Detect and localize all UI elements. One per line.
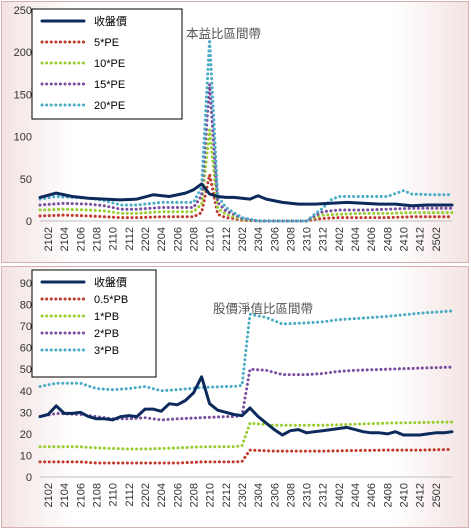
chart-1-x-tick-label: 2110 [108, 483, 120, 507]
chart-0-x-tick-label: 2106 [75, 227, 87, 251]
chart-1-legend-label: 1*PB [94, 311, 119, 323]
chart-0-x-tick-label: 2408 [382, 227, 394, 251]
chart-0-y-tick-label: 150 [14, 89, 32, 101]
chart-1-title: 股價淨值比區間帶 [213, 301, 313, 316]
chart-1-x-tick-label: 2208 [188, 483, 200, 507]
chart-0-x-tick-label: 2406 [366, 227, 378, 251]
chart-1-legend-box [31, 269, 157, 378]
chart-1-x-tick-label: 2408 [382, 483, 394, 507]
chart-1-x-tick-label: 2310 [302, 483, 314, 507]
chart-1-x-tick-label: 2412 [415, 483, 427, 507]
pb-band-chart: 0 10 20 30 40 50 60 70 80 90 2102 2104 2106 2108 2110 2… [20, 269, 454, 507]
chart-1-x-tick-label: 2108 [92, 483, 104, 507]
chart-0-x-tick-label: 2302 [237, 227, 249, 251]
chart-0-legend-label: 20*PE [94, 100, 125, 112]
chart-1-series-2-line [38, 420, 454, 451]
chart-1-x-tick-label: 2112 [124, 483, 136, 507]
chart-1-x-tick-label: 2210 [205, 483, 217, 507]
chart-0-series-2-line [38, 128, 454, 223]
chart-1-x-tick-label: 2104 [59, 483, 71, 507]
chart-0-x-tick-label: 2212 [221, 227, 233, 251]
chart-1-y-tick-label: 40 [20, 386, 32, 398]
chart-0-x-tick-label: 2102 [43, 227, 55, 251]
chart-0-series-0-line [38, 182, 454, 208]
chart-0-x-tick-label: 2410 [399, 227, 411, 251]
chart-1-x-tick-label: 2302 [237, 483, 249, 507]
chart-0-series-1-line [38, 173, 454, 223]
chart-1-x-tick-label: 2410 [399, 483, 411, 507]
chart-1-x-tick-label: 2202 [140, 483, 152, 507]
chart-0-y-tick-label: 100 [14, 132, 32, 144]
pb-band-chart-panel: 0 10 20 30 40 50 60 70 80 90 2102 2104 2106 2108 2110 2… [1, 266, 469, 528]
chart-0-series-4-line [38, 38, 454, 223]
chart-0-x-tick-label: 2304 [253, 227, 265, 251]
chart-0-legend-label: 收盤價 [94, 14, 127, 28]
chart-1-y-tick-label: 90 [20, 278, 32, 290]
chart-1-x-tick-label: 2102 [43, 483, 55, 507]
chart-0-x-tick-label: 2112 [124, 227, 136, 251]
chart-1-y-tick-label: 70 [20, 321, 32, 333]
chart-0-legend-label: 5*PE [94, 37, 119, 49]
chart-1-series-4-line [38, 309, 454, 393]
chart-1-x-tick-label: 2308 [285, 483, 297, 507]
chart-0-x-tick-label: 2204 [156, 227, 168, 251]
chart-1-legend-label: 0.5*PB [94, 294, 128, 306]
chart-1-y-tick-label: 60 [20, 343, 32, 355]
chart-0-x-tick-label: 2312 [318, 227, 330, 251]
chart-0-x-tick-label: 2104 [59, 227, 71, 251]
pe-band-chart-panel: 0 50 100 150 200 250 2102 2104 2106 2108 2110 2112 2… [1, 1, 469, 263]
chart-1-y-tick-label: 50 [20, 364, 32, 376]
chart-0-y-tick-label: 0 [26, 216, 32, 228]
chart-1-x-tick-label: 2406 [366, 483, 378, 507]
chart-1-x-tick-label: 2312 [318, 483, 330, 507]
chart-0-y-tick-label: 250 [14, 5, 32, 17]
chart-1-x-tick-label: 2204 [156, 483, 168, 507]
pe-band-chart: 0 50 100 150 200 250 2102 2104 2106 2108 2110 2112 2… [14, 5, 454, 251]
chart-0-x-tick-label: 2404 [350, 227, 362, 251]
chart-0-x-tick-label: 2206 [172, 227, 184, 251]
chart-0-x-tick-label: 2210 [205, 227, 217, 251]
chart-0-x-tick-label: 2110 [108, 227, 120, 251]
chart-1-x-tick-label: 2206 [172, 483, 184, 507]
chart-0-x-tick-label: 2308 [285, 227, 297, 251]
chart-1-legend-label: 收盤價 [94, 275, 127, 289]
chart-1-y-tick-label: 0 [26, 472, 32, 484]
chart-0-y-tick-label: 50 [20, 174, 32, 186]
chart-1-x-tick-label: 2106 [75, 483, 87, 507]
chart-0-x-tick-label: 2306 [269, 227, 281, 251]
chart-0-x-tick-label: 2108 [92, 227, 104, 251]
chart-1-y-tick-label: 20 [20, 429, 32, 441]
chart-1-x-tick-label: 2304 [253, 483, 265, 507]
chart-0-y-tick-label: 200 [14, 47, 32, 59]
chart-0-x-tick-label: 2310 [302, 227, 314, 251]
chart-1-y-tick-label: 30 [20, 407, 32, 419]
chart-1-x-tick-label: 2306 [269, 483, 281, 507]
chart-0-x-tick-label: 2402 [334, 227, 346, 251]
chart-1-legend-label: 3*PB [94, 345, 119, 357]
chart-1-series-0-line [38, 375, 454, 437]
chart-0-x-tick-label: 2502 [431, 227, 443, 251]
chart-1-x-tick-label: 2502 [431, 483, 443, 507]
chart-1-x-tick-label: 2404 [350, 483, 362, 507]
chart-1-x-tick-label: 2212 [221, 483, 233, 507]
chart-0-x-tick-label: 2208 [188, 227, 200, 251]
chart-1-x-tick-label: 2402 [334, 483, 346, 507]
chart-1-series-1-line [38, 447, 454, 465]
chart-0-legend-label: 15*PE [94, 79, 125, 91]
chart-0-x-tick-label: 2202 [140, 227, 152, 251]
chart-1-legend-label: 2*PB [94, 328, 119, 340]
chart-0-x-tick-label: 2412 [415, 227, 427, 251]
chart-1-y-tick-label: 80 [20, 300, 32, 312]
chart-0-title: 本益比區間帶 [186, 27, 261, 41]
chart-0-legend-label: 10*PE [94, 58, 125, 70]
chart-1-y-tick-label: 10 [20, 450, 32, 462]
